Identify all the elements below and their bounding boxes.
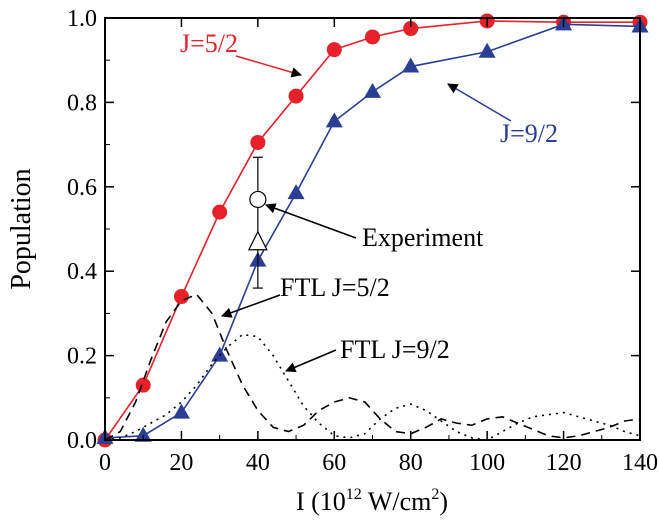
x-tick-label: 20 [169, 450, 193, 476]
y-tick-label: 1.0 [67, 6, 97, 32]
arrow-j92 [447, 83, 512, 122]
y-tick-label: 0.0 [67, 428, 97, 454]
x-tick-label: 60 [322, 450, 346, 476]
data-point-triangle [402, 57, 420, 73]
data-point-circle [403, 21, 419, 37]
x-tick-label: 0 [99, 450, 111, 476]
annotation-ftl-j92: FTL J=9/2 [340, 335, 450, 364]
y-tick-label: 0.6 [67, 175, 97, 201]
arrow-ftl-j92 [285, 349, 337, 373]
x-tick-label: 140 [622, 450, 658, 476]
series-line-3 [104, 333, 641, 441]
y-tick-label: 0.8 [67, 90, 97, 116]
data-point-circle [326, 42, 342, 58]
annotation-ftl-j52: FTL J=5/2 [280, 273, 390, 302]
y-tick-label: 0.2 [67, 344, 97, 370]
x-tick-label: 120 [546, 450, 582, 476]
data-point-triangle [325, 112, 343, 128]
data-point-circle [250, 134, 266, 150]
annotation-j52: J=5/2 [180, 29, 238, 58]
arrow-experiment [265, 203, 357, 239]
experiment-circle-marker [249, 190, 267, 209]
series-line-0 [104, 20, 640, 441]
data-point-circle [135, 377, 151, 393]
data-point-triangle [478, 42, 496, 58]
annotation-j92: J=9/2 [500, 119, 558, 148]
data-point-circle [288, 88, 304, 104]
x-tick-label: 80 [399, 450, 423, 476]
data-point-triangle [172, 403, 190, 419]
y-axis-label: Population [6, 168, 37, 289]
data-point-triangle [364, 82, 381, 98]
experiment-triangle-marker [247, 230, 268, 251]
x-axis-label: I (1012 W/cm2) [296, 486, 448, 516]
data-point-triangle [287, 184, 305, 200]
arrow-ftl-j52 [221, 294, 281, 318]
data-point-circle [173, 289, 189, 305]
x-tick-label: 100 [469, 450, 505, 476]
annotation-experiment: Experiment [362, 223, 484, 252]
arrow-j52 [235, 55, 303, 78]
axis-layer: 0 20 40 60 80 100 120 140 0.0 0.2 0.4 0.6 0.8 1.0 [67, 6, 658, 476]
data-point-circle [212, 204, 228, 220]
x-tick-label: 40 [246, 450, 270, 476]
data-point-circle [365, 29, 380, 45]
data-point-triangle [134, 426, 152, 442]
data-point-triangle [211, 346, 229, 362]
y-tick-label: 0.4 [67, 259, 97, 285]
